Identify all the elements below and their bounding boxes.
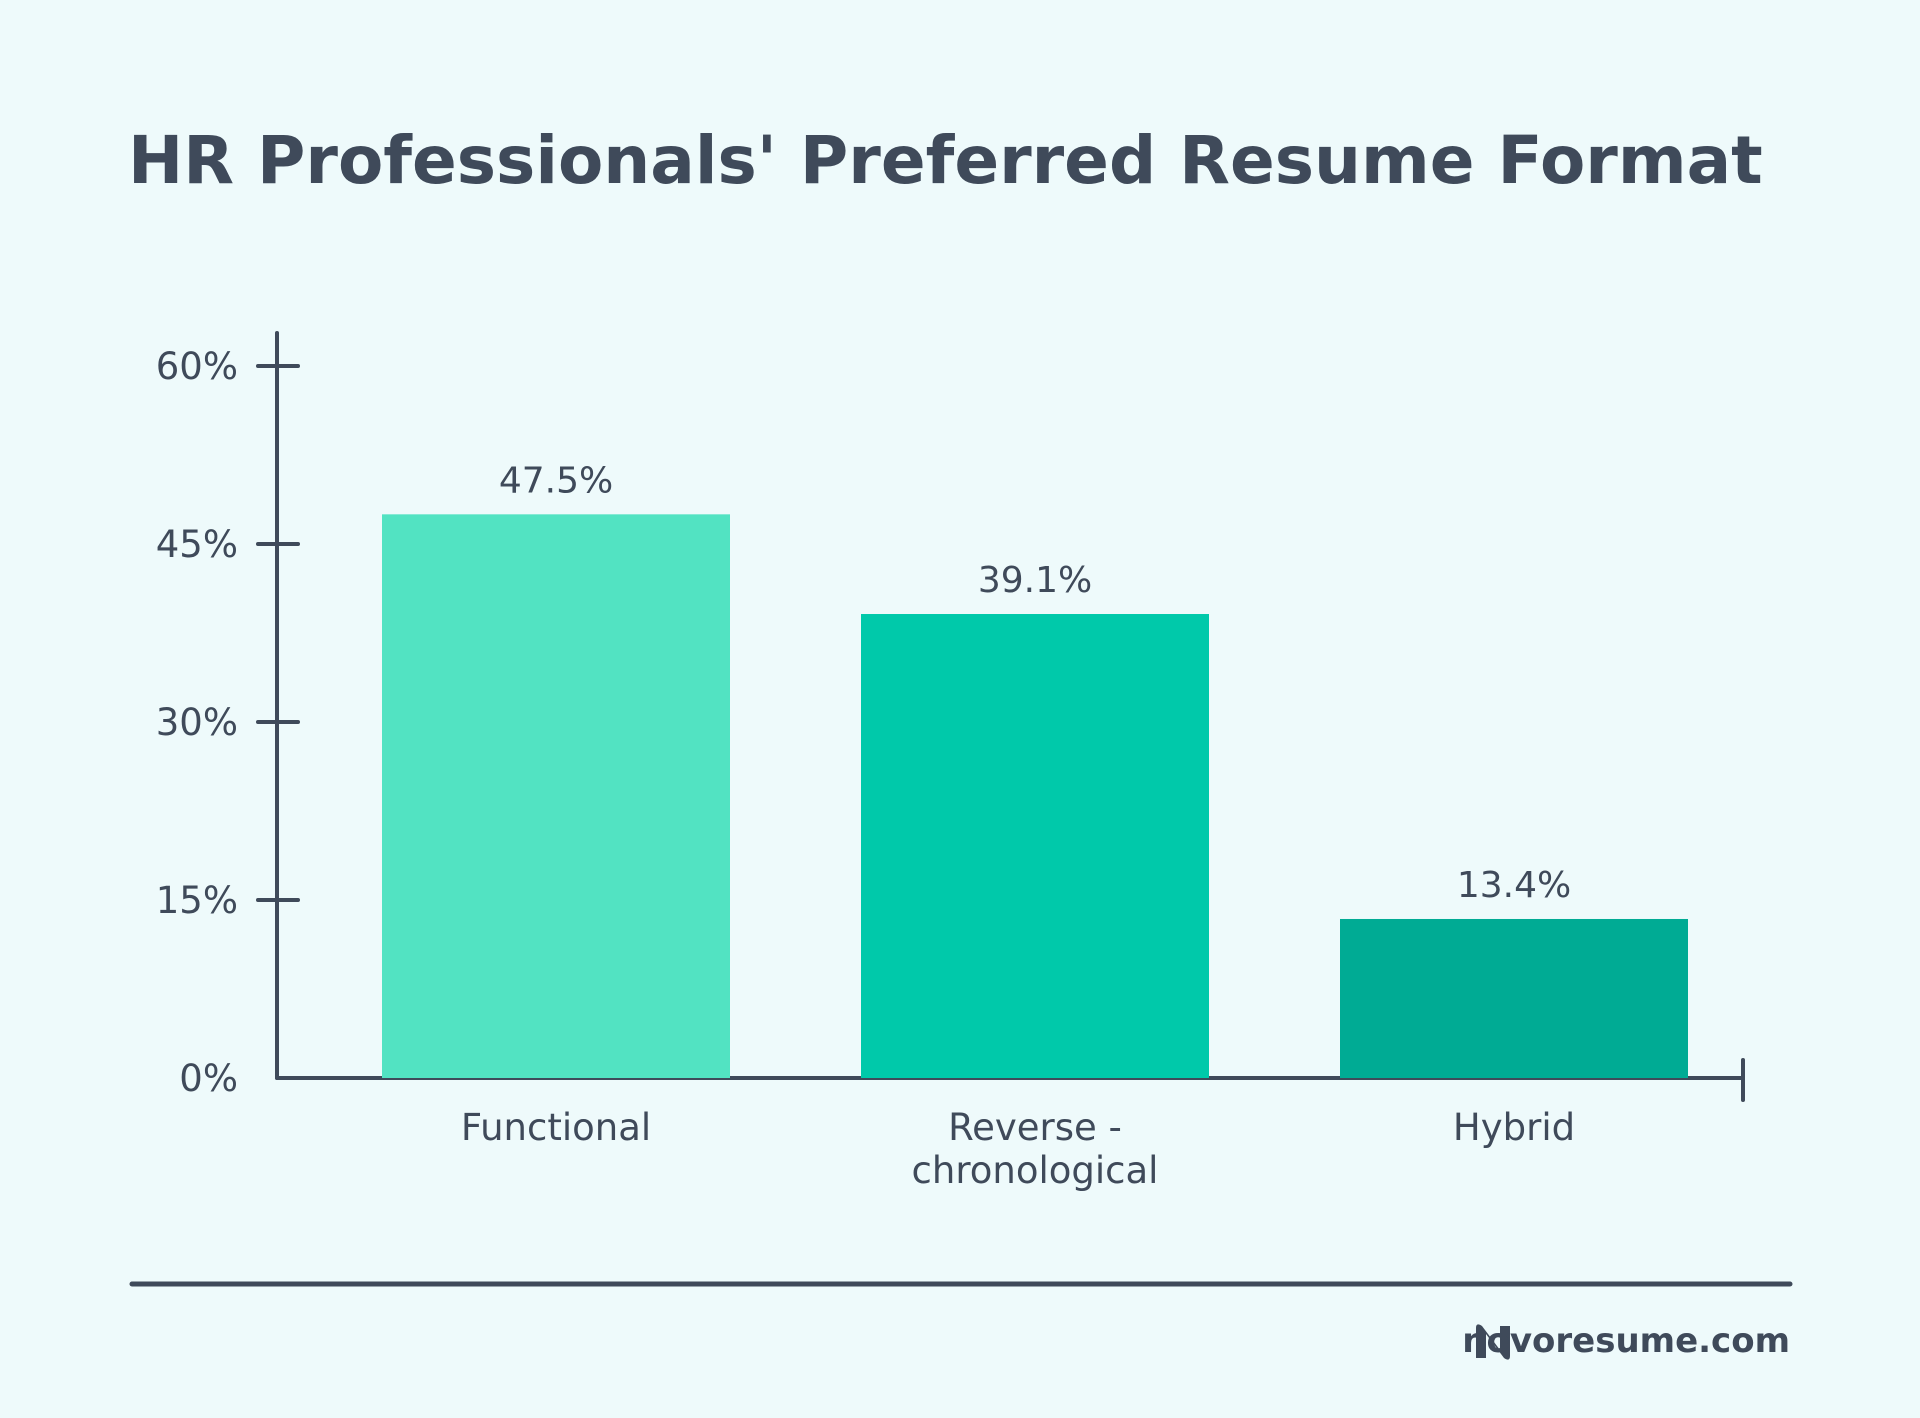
x-category-label: chronological <box>912 1149 1159 1192</box>
y-tick-label: 0% <box>179 1057 238 1100</box>
bar-value-labels: 47.5% 39.1% 13.4% <box>499 460 1571 906</box>
bar <box>861 614 1209 1078</box>
x-category-label: Reverse - <box>948 1106 1122 1149</box>
y-tick-label: 60% <box>156 345 238 388</box>
novoresume-n-logo-icon <box>1476 1324 1510 1360</box>
chart-title: HR Professionals' Preferred Resume Forma… <box>128 122 1763 199</box>
y-tick-label: 30% <box>156 701 238 744</box>
chart-bars <box>382 514 1688 1078</box>
bar <box>1340 918 1688 1078</box>
bar <box>382 514 730 1078</box>
y-tick-label: 15% <box>156 879 238 922</box>
brand-name: novoresume.com <box>1462 1321 1790 1361</box>
x-category-label: Functional <box>461 1106 651 1149</box>
bar-value-label: 47.5% <box>499 460 613 501</box>
x-axis-categories: Functional Reverse -chronological Hybrid <box>461 1106 1575 1192</box>
y-tick-label: 45% <box>156 523 238 566</box>
bar-value-label: 39.1% <box>978 560 1092 601</box>
bar-value-label: 13.4% <box>1457 865 1571 906</box>
y-axis-ticks: 0% 15% 30% 45% 60% <box>156 345 300 1100</box>
x-category-label: Hybrid <box>1453 1106 1575 1149</box>
